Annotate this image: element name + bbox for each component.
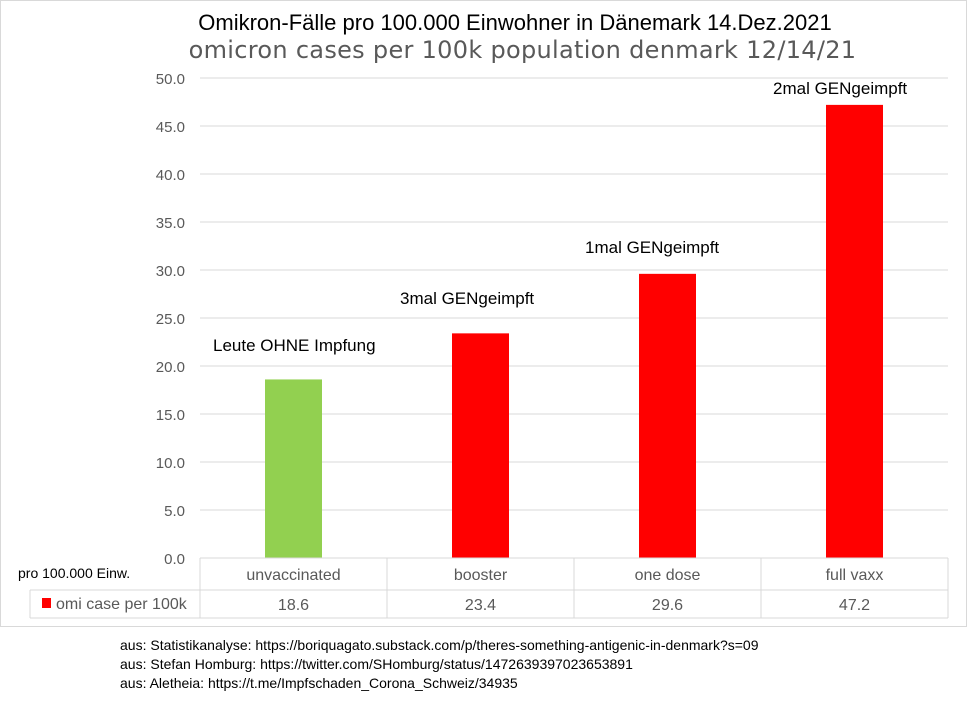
bar-booster — [452, 333, 509, 558]
category-label: full vaxx — [826, 567, 884, 584]
chart-title: Omikron-Fälle pro 100.000 Einwohner in D… — [198, 10, 832, 35]
source-line-3: aus: Aletheia: https://t.me/Impfschaden_… — [120, 675, 518, 691]
chart-subtitle: omicron cases per 100k population denmar… — [188, 36, 857, 64]
source-line-2: aus: Stefan Homburg: https://twitter.com… — [120, 656, 633, 672]
bar-annotation: 3mal GENgeimpft — [400, 289, 534, 308]
y-tick-label: 0.0 — [164, 551, 185, 568]
bar-one-dose — [639, 273, 696, 558]
data-label: 47.2 — [839, 597, 870, 614]
category-label: booster — [454, 567, 508, 584]
bar-annotation: 1mal GENgeimpft — [585, 238, 719, 257]
data-label: 23.4 — [465, 597, 496, 614]
source-line-1: aus: Statistikanalyse: https://boriquaga… — [120, 637, 759, 653]
data-label: 29.6 — [652, 597, 683, 614]
legend-label: omi case per 100k — [56, 596, 188, 613]
legend-key — [42, 598, 51, 608]
y-tick-label: 30.0 — [156, 263, 185, 280]
bar-unvaccinated — [265, 379, 322, 558]
y-tick-label: 45.0 — [156, 119, 185, 136]
category-label: unvaccinated — [246, 567, 340, 584]
bar-annotation: Leute OHNE Impfung — [213, 336, 376, 355]
bar-full-vaxx — [826, 104, 883, 558]
chart-frame — [0, 0, 967, 627]
y-tick-label: 15.0 — [156, 407, 185, 424]
data-label: 18.6 — [278, 597, 309, 614]
y-tick-label: 40.0 — [156, 167, 185, 184]
y-tick-label: 5.0 — [164, 503, 185, 520]
bar-chart: 0.0 5.0 10.0 15.0 20.0 25.0 30.0 35.0 40.0 45.0 50… — [18, 71, 949, 619]
bar-annotation: 2mal GENgeimpft — [773, 79, 907, 98]
y-tick-label: 25.0 — [156, 311, 185, 328]
y-tick-label: 20.0 — [156, 359, 185, 376]
y-tick-label: 50.0 — [156, 71, 185, 88]
category-label: one dose — [635, 567, 701, 584]
y-tick-label: 10.0 — [156, 455, 185, 472]
y-tick-label: 35.0 — [156, 215, 185, 232]
y-axis-unit-label: pro 100.000 Einw. — [18, 565, 130, 581]
